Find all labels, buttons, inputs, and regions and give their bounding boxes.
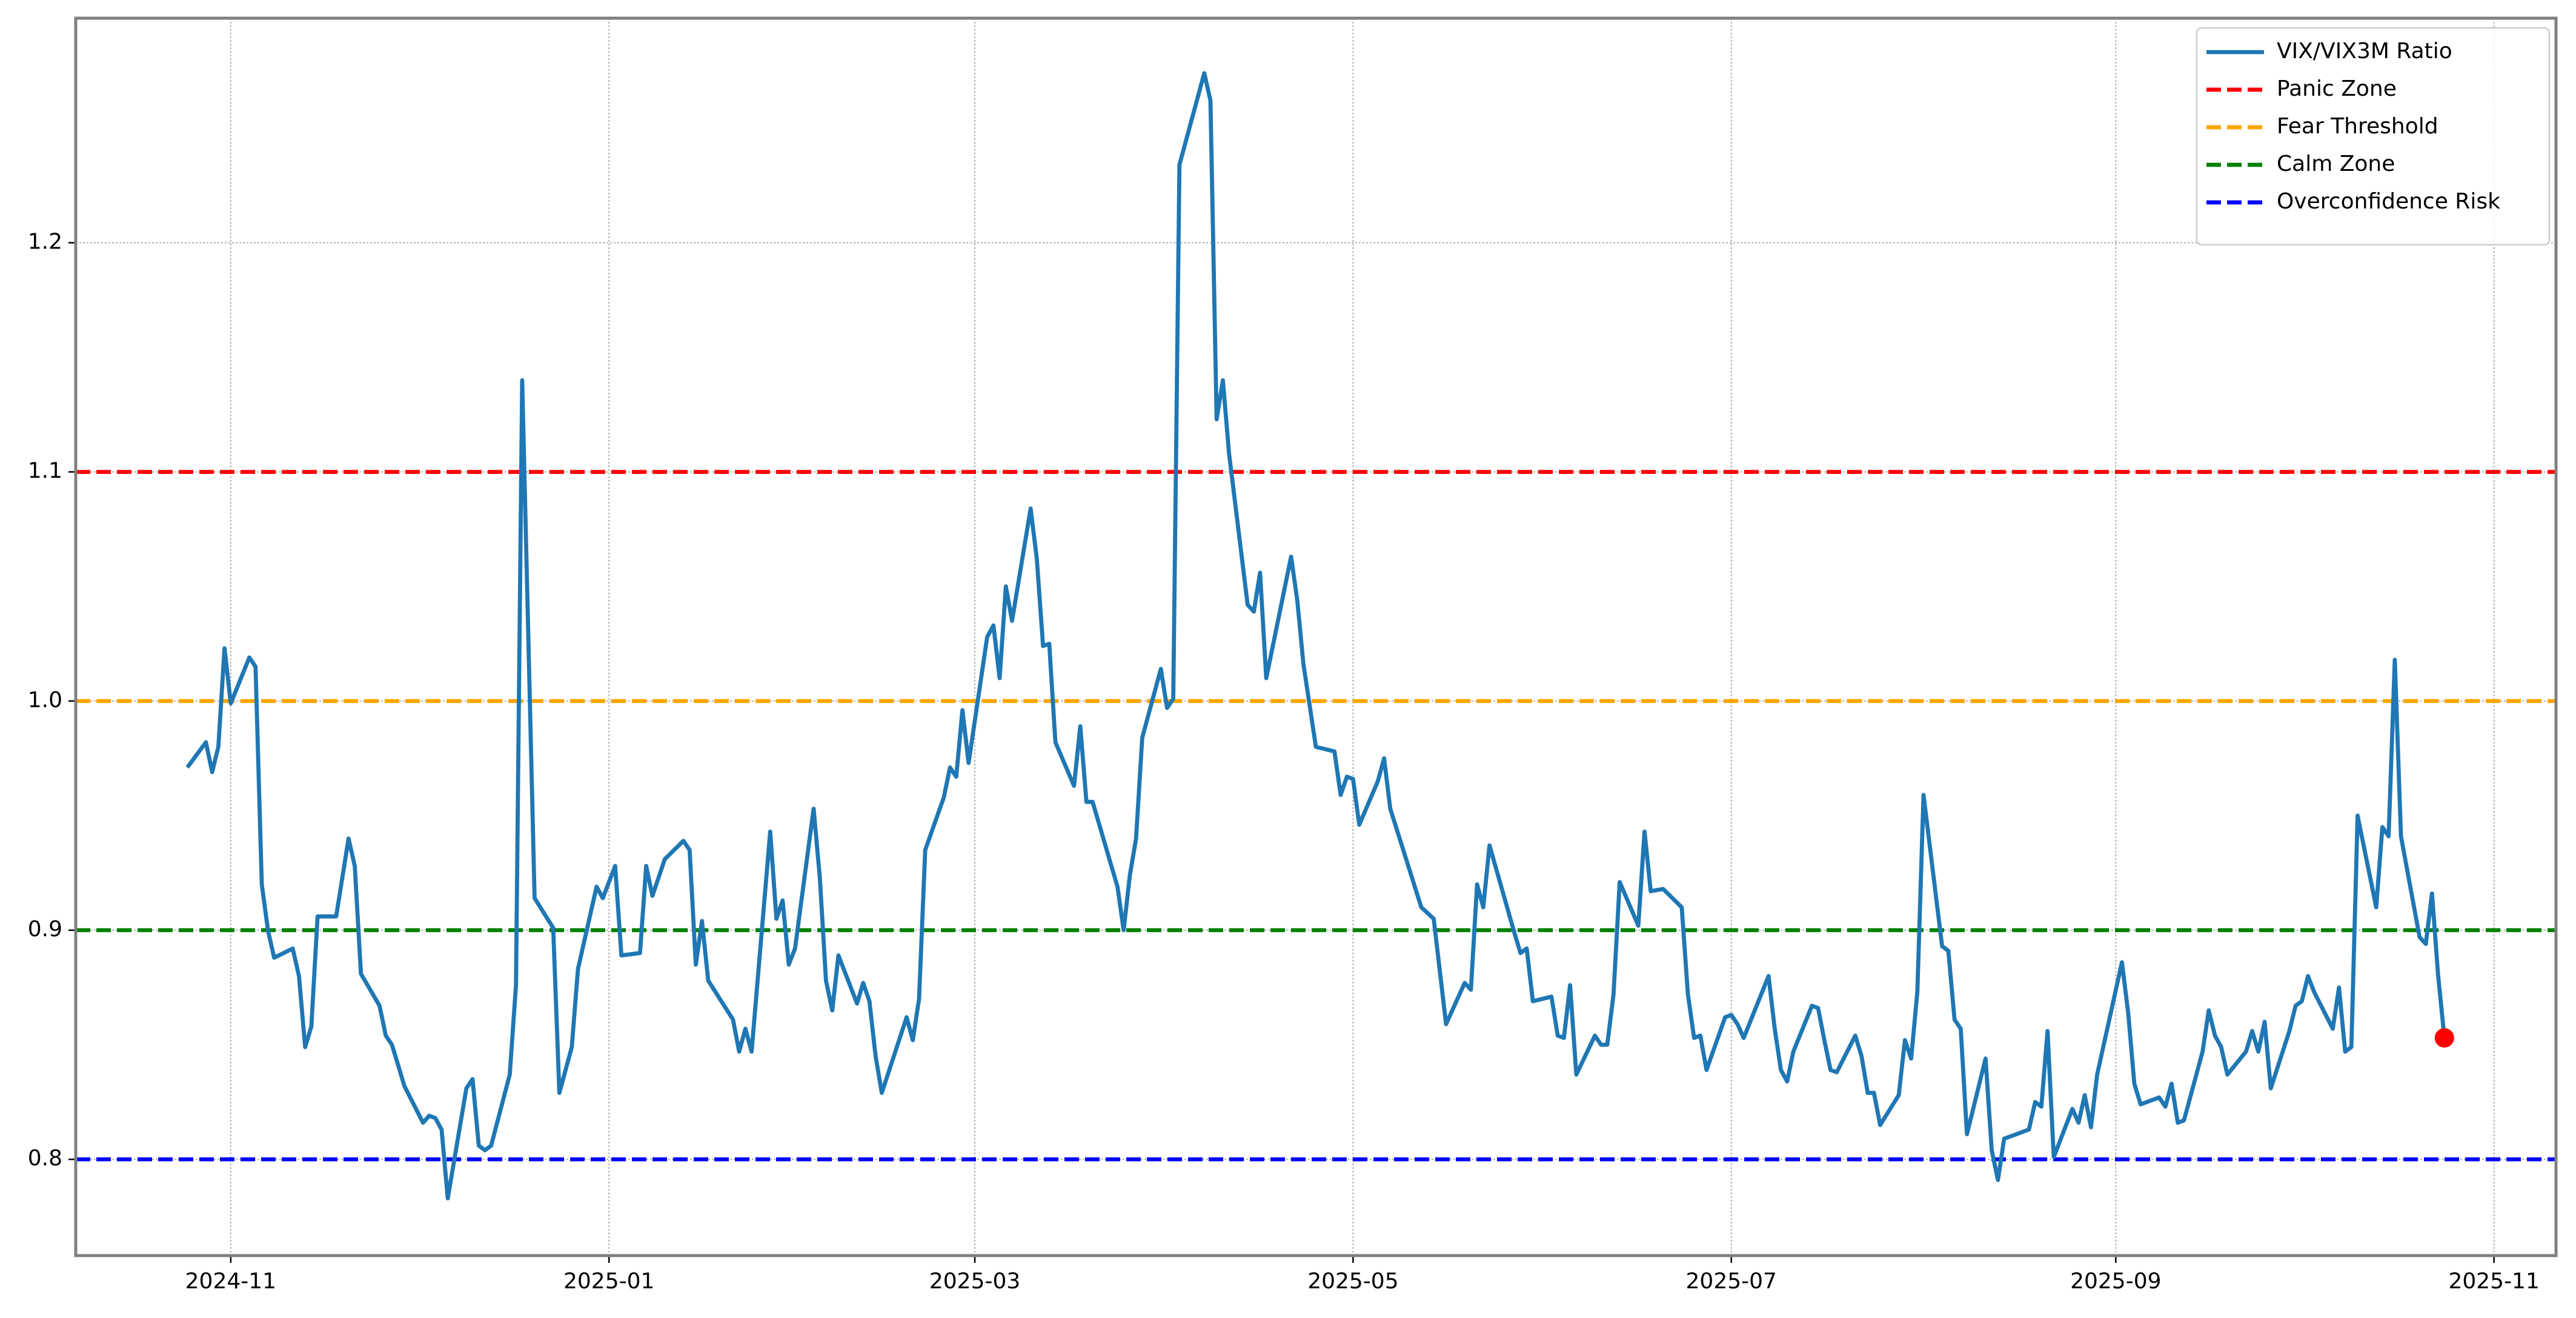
x-tick-label: 2024-11 [185, 1269, 276, 1294]
x-tick-label: 2025-09 [2070, 1269, 2161, 1294]
y-tick-label: 1.0 [28, 688, 62, 713]
legend-label: Calm Zone [2277, 151, 2395, 176]
x-tick-label: 2025-01 [563, 1269, 654, 1294]
x-tick-label: 2025-05 [1307, 1269, 1398, 1294]
y-tick-label: 1.1 [28, 459, 62, 484]
x-tick-label: 2025-03 [929, 1269, 1020, 1294]
x-tick-label: 2025-11 [2448, 1269, 2539, 1294]
plot-background [76, 18, 2556, 1256]
y-tick-label: 0.9 [28, 917, 62, 942]
line-series [185, 71, 2447, 1200]
last-point-marker [2434, 1028, 2454, 1048]
legend-label: Fear Threshold [2277, 114, 2438, 139]
legend-label: Panic Zone [2277, 76, 2397, 101]
legend-label: Overconfidence Risk [2277, 189, 2500, 214]
legend-label: VIX/VIX3M Ratio [2277, 39, 2452, 64]
legend-box [2196, 27, 2551, 246]
y-tick-label: 0.8 [28, 1146, 62, 1171]
plot-frame [74, 16, 2558, 1257]
legend: VIX/VIX3M Ratio Panic Zone Fear Threshold C… [2196, 27, 2551, 246]
y-tick-label: 1.2 [28, 230, 62, 255]
x-tick-label: 2025-07 [1686, 1269, 1777, 1294]
